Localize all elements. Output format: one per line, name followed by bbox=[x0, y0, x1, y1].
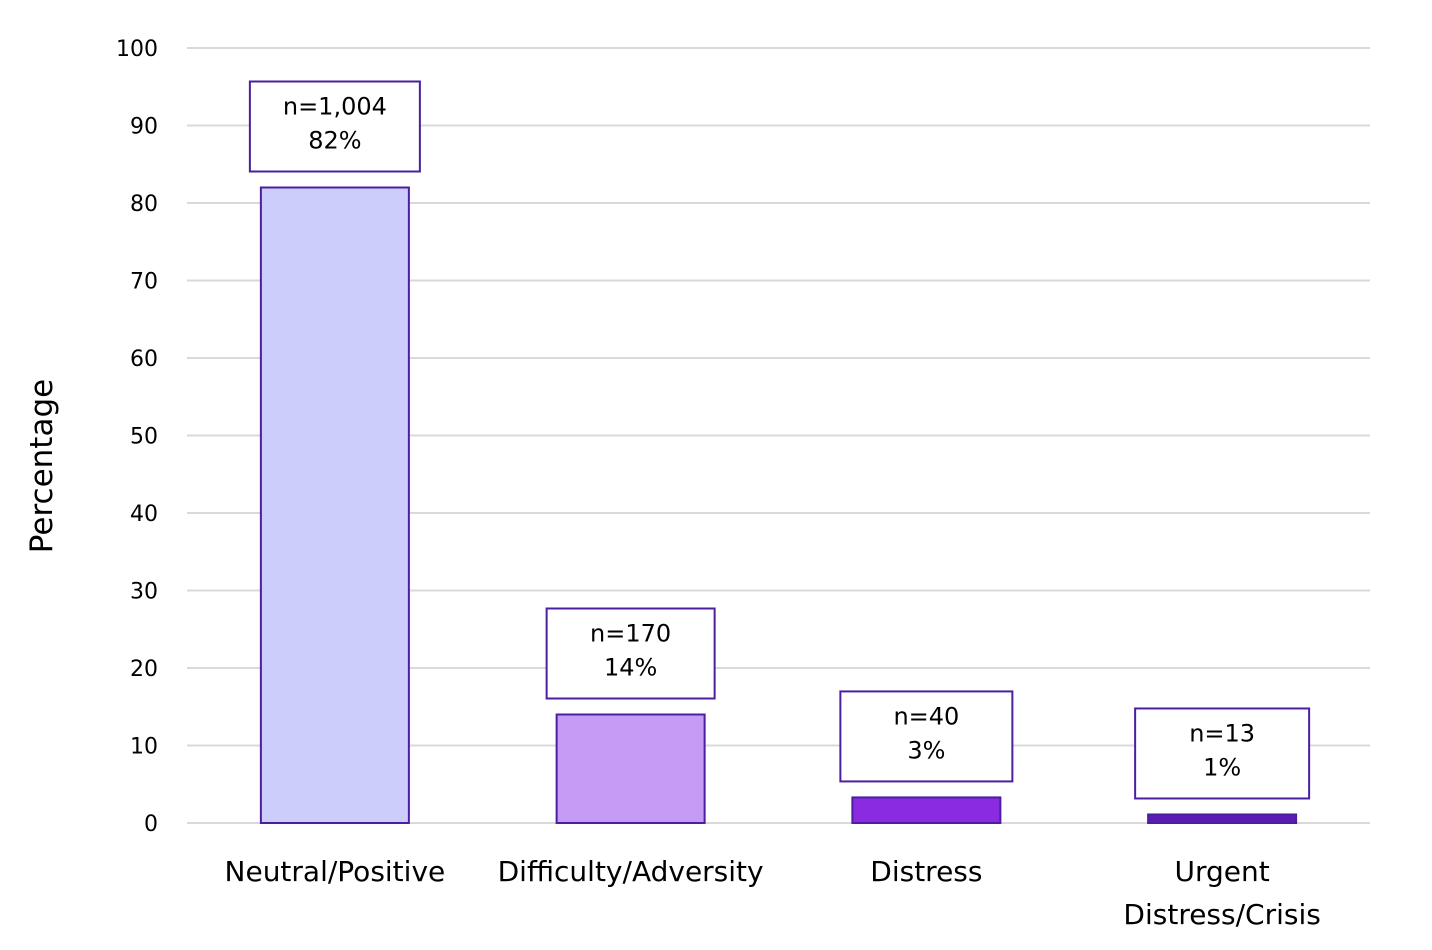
y-tick-label: 30 bbox=[130, 580, 158, 605]
y-tick-label: 100 bbox=[116, 37, 158, 62]
data-label: 1% bbox=[1203, 753, 1241, 781]
data-label-box bbox=[248, 80, 421, 173]
data-label: n=40 bbox=[893, 702, 959, 730]
y-tick-label: 0 bbox=[144, 812, 158, 837]
data-label-box bbox=[1134, 707, 1311, 800]
bar bbox=[555, 713, 706, 824]
data-label: n=170 bbox=[590, 620, 671, 648]
data-label: n=1,004 bbox=[283, 93, 387, 121]
x-category-label: Distress/Crisis bbox=[1123, 898, 1320, 931]
data-label-box bbox=[545, 607, 716, 700]
data-label-box bbox=[839, 690, 1014, 783]
bar bbox=[851, 796, 1002, 824]
x-category-label: Distress bbox=[870, 855, 982, 888]
y-tick-label: 20 bbox=[130, 657, 158, 682]
data-labels: n=1,004 82% n=170 14% n=40 3% n=13 1% bbox=[248, 80, 1311, 800]
y-tick-label: 50 bbox=[130, 425, 158, 450]
y-tick-label: 90 bbox=[130, 115, 158, 140]
x-category-label: Urgent bbox=[1175, 855, 1270, 888]
x-axis-categories: Neutral/Positive Difficulty/Adversity Dist… bbox=[225, 855, 1321, 931]
y-tick-label: 70 bbox=[130, 270, 158, 295]
data-label: 14% bbox=[604, 654, 657, 682]
y-tick-label: 40 bbox=[130, 502, 158, 527]
data-label: 82% bbox=[308, 127, 361, 155]
y-tick-label: 80 bbox=[130, 192, 158, 217]
bars bbox=[259, 186, 1298, 824]
y-axis-title: Percentage bbox=[24, 379, 60, 553]
y-tick-label: 10 bbox=[130, 735, 158, 760]
bar bbox=[1147, 813, 1298, 824]
y-axis-ticks: 0 10 20 30 40 50 60 70 80 90 100 bbox=[116, 37, 158, 837]
data-label: 3% bbox=[907, 736, 945, 764]
x-category-label: Neutral/Positive bbox=[225, 855, 446, 888]
y-tick-label: 60 bbox=[130, 347, 158, 372]
x-category-label: Difficulty/Adversity bbox=[498, 855, 764, 888]
bar bbox=[259, 186, 410, 824]
data-label: n=13 bbox=[1189, 719, 1255, 747]
